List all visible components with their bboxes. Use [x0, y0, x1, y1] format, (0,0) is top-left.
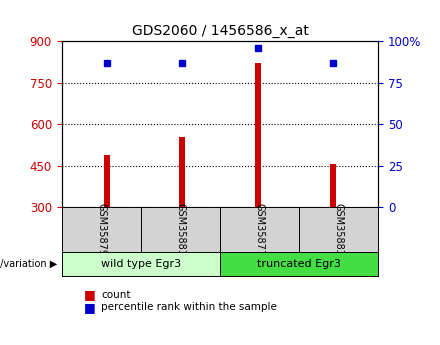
Text: GSM35879: GSM35879	[96, 203, 106, 256]
Text: truncated Egr3: truncated Egr3	[257, 259, 341, 269]
Text: genotype/variation ▶: genotype/variation ▶	[0, 259, 57, 269]
Text: percentile rank within the sample: percentile rank within the sample	[101, 302, 277, 312]
Bar	[255, 63, 261, 207]
Text: GSM35881: GSM35881	[176, 203, 185, 256]
Bar	[179, 137, 185, 207]
Bar	[330, 164, 336, 207]
Text: GSM35877: GSM35877	[255, 203, 264, 256]
Bar	[104, 155, 110, 207]
Text: ■: ■	[84, 288, 95, 302]
Text: GSM35883: GSM35883	[334, 203, 344, 256]
Text: ■: ■	[84, 300, 95, 314]
Text: count: count	[101, 290, 131, 300]
Text: wild type Egr3: wild type Egr3	[101, 259, 181, 269]
Title: GDS2060 / 1456586_x_at: GDS2060 / 1456586_x_at	[132, 23, 308, 38]
